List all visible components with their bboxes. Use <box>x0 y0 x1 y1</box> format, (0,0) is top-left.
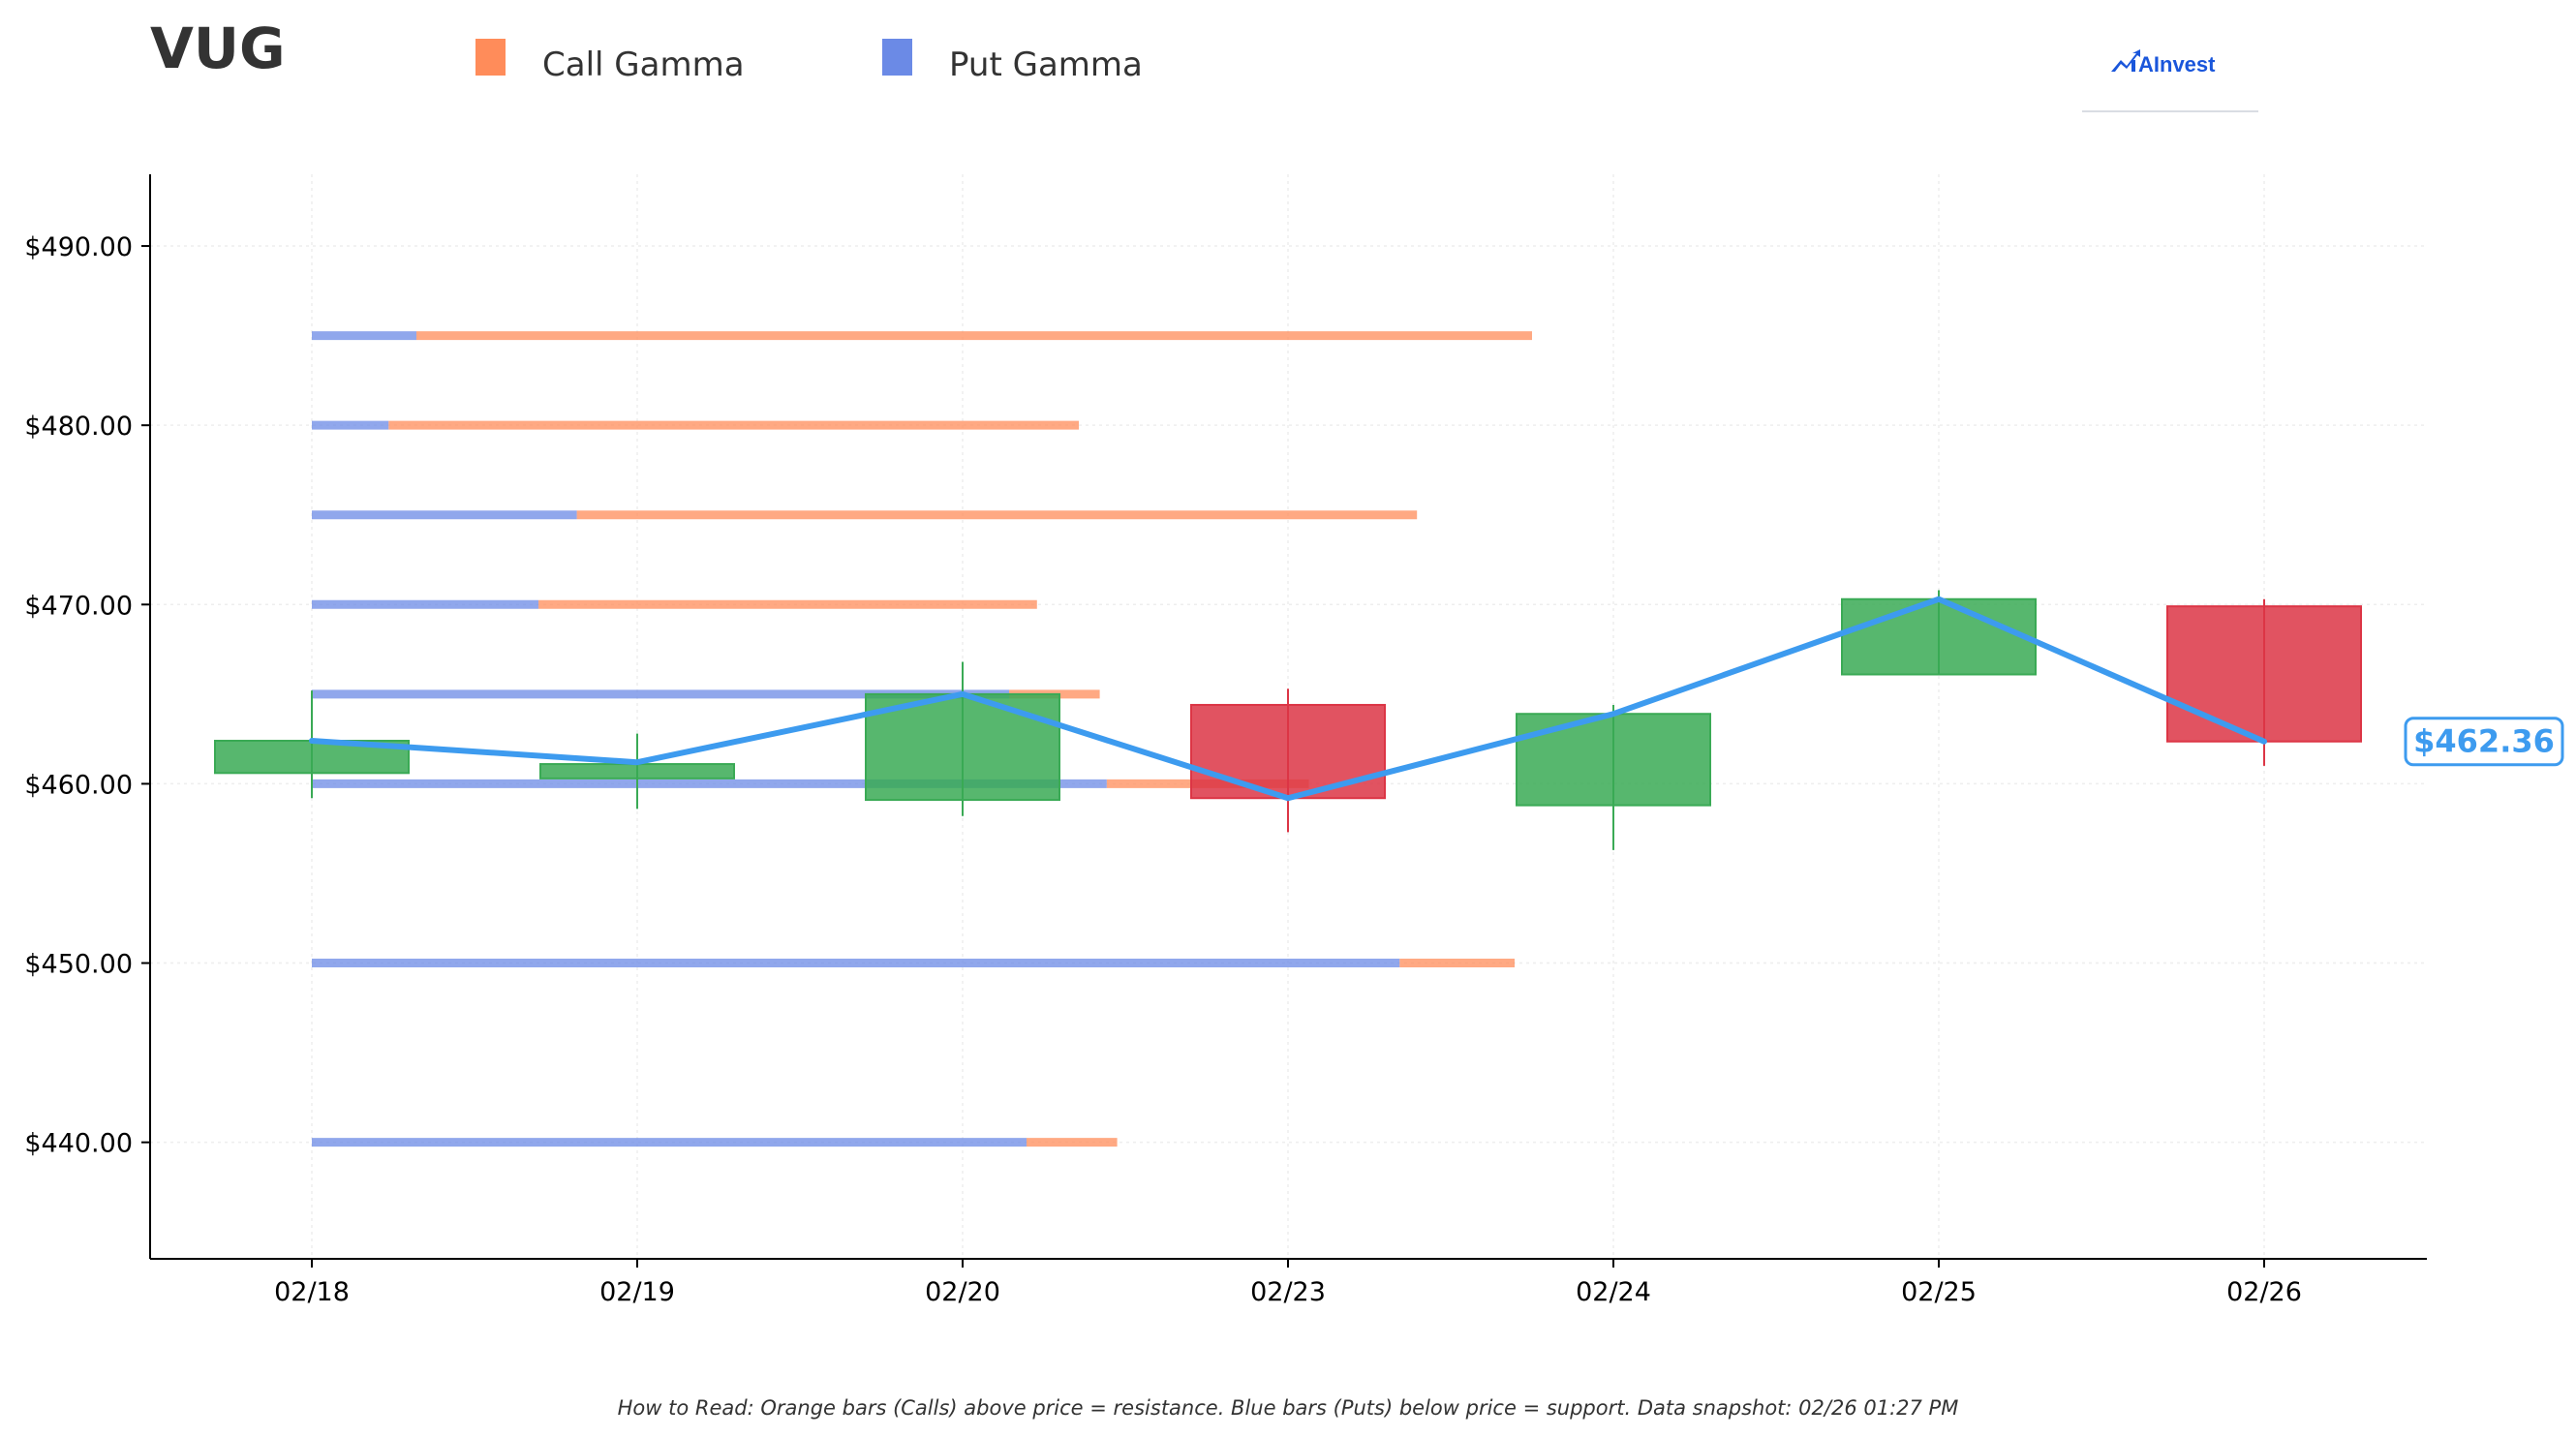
y-tick-label: $450.00 <box>24 950 133 980</box>
ticker-title: VUG <box>150 15 286 81</box>
x-tick-label: 02/24 <box>1576 1277 1651 1307</box>
x-tick-label: 02/19 <box>599 1277 675 1307</box>
brand-name: AInvest <box>2138 52 2216 76</box>
legend-swatch-put <box>882 39 912 76</box>
y-tick-label: $480.00 <box>24 412 133 442</box>
y-tick-label: $490.00 <box>24 232 133 262</box>
candle-body <box>1190 703 1386 800</box>
x-tick-label: 02/20 <box>925 1277 1000 1307</box>
current-price-value: $462.36 <box>2413 723 2555 760</box>
price-line <box>309 596 2267 802</box>
candle-body <box>1841 597 2037 676</box>
legend-label-put: Put Gamma <box>949 46 1143 84</box>
x-tick-label: 02/26 <box>2226 1277 2302 1307</box>
legend-swatch-call <box>475 39 506 76</box>
y-tick-label: $440.00 <box>24 1129 133 1159</box>
candle-body <box>2166 605 2362 743</box>
brand-logo: AInvest <box>2082 49 2258 112</box>
current-price-box <box>2404 717 2564 767</box>
candle-body <box>1516 713 1711 807</box>
legend-label-call: Call Gamma <box>542 46 745 84</box>
footer-note: How to Read: Orange bars (Calls) above p… <box>618 1396 1959 1420</box>
y-tick-label: $470.00 <box>24 591 133 621</box>
y-tick-label: $460.00 <box>24 770 133 800</box>
current-price-label: $462.36 <box>2404 717 2564 767</box>
x-tick-label: 02/23 <box>1250 1277 1326 1307</box>
brand-chart-icon <box>2111 49 2140 72</box>
x-tick-label: 02/25 <box>1901 1277 1977 1307</box>
legend: Call Gamma Put Gamma <box>475 39 1143 84</box>
candle-body <box>539 763 735 780</box>
brand-icon-bar <box>2131 60 2135 72</box>
x-tick-label: 02/18 <box>274 1277 350 1307</box>
